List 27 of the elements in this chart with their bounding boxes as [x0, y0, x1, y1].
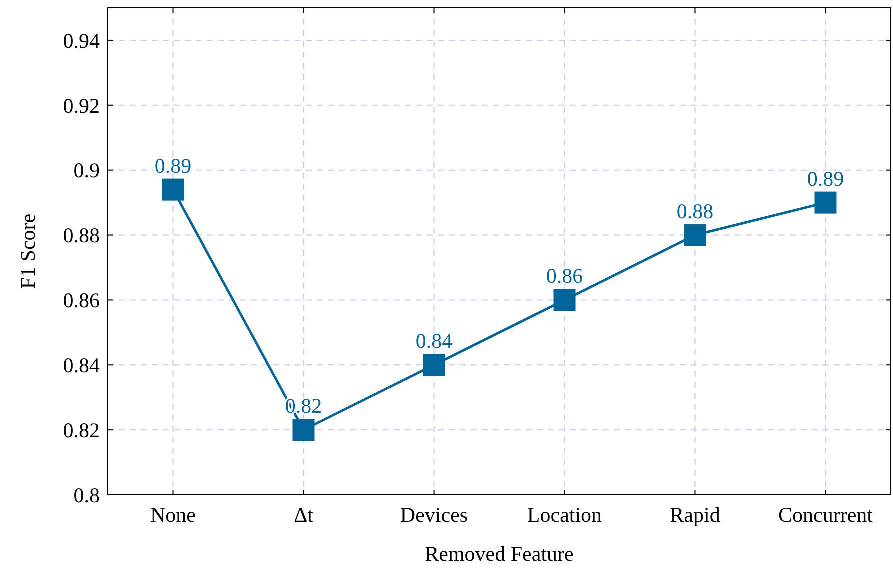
y-axis-title: F1 Score: [16, 214, 40, 290]
y-tick-label: 0.84: [63, 353, 100, 378]
data-label: 0.88: [676, 199, 714, 224]
point: [162, 178, 184, 201]
data-label: 0.86: [546, 264, 584, 288]
y-tick-label: 0.88: [63, 224, 100, 248]
x-tick-label: Devices: [400, 503, 468, 527]
point: [554, 289, 576, 312]
y-tick-label: 0.86: [63, 288, 100, 313]
x-tick-label: None: [150, 503, 196, 527]
point: [684, 224, 706, 246]
data-label: 0.89: [154, 154, 192, 178]
data-label: 0.89: [807, 166, 844, 191]
x-tick-label: Rapid: [670, 503, 721, 527]
y-tick-label: 0.94: [63, 28, 100, 53]
x-tick-label: Concurrent: [778, 503, 874, 527]
point: [423, 354, 446, 376]
data-label: 0.84: [416, 329, 454, 354]
y-tick-label: 0.92: [63, 94, 100, 118]
x-tick-label: Location: [527, 503, 603, 527]
y-tick-label: 0.9: [74, 158, 100, 183]
y-tick-label: 0.8: [74, 483, 100, 508]
y-tick-label: 0.82: [63, 418, 100, 442]
point: [814, 192, 837, 214]
x-axis-title: Removed Feature: [425, 542, 574, 566]
point: [292, 419, 315, 442]
x-tick-label: Δt: [294, 503, 314, 527]
